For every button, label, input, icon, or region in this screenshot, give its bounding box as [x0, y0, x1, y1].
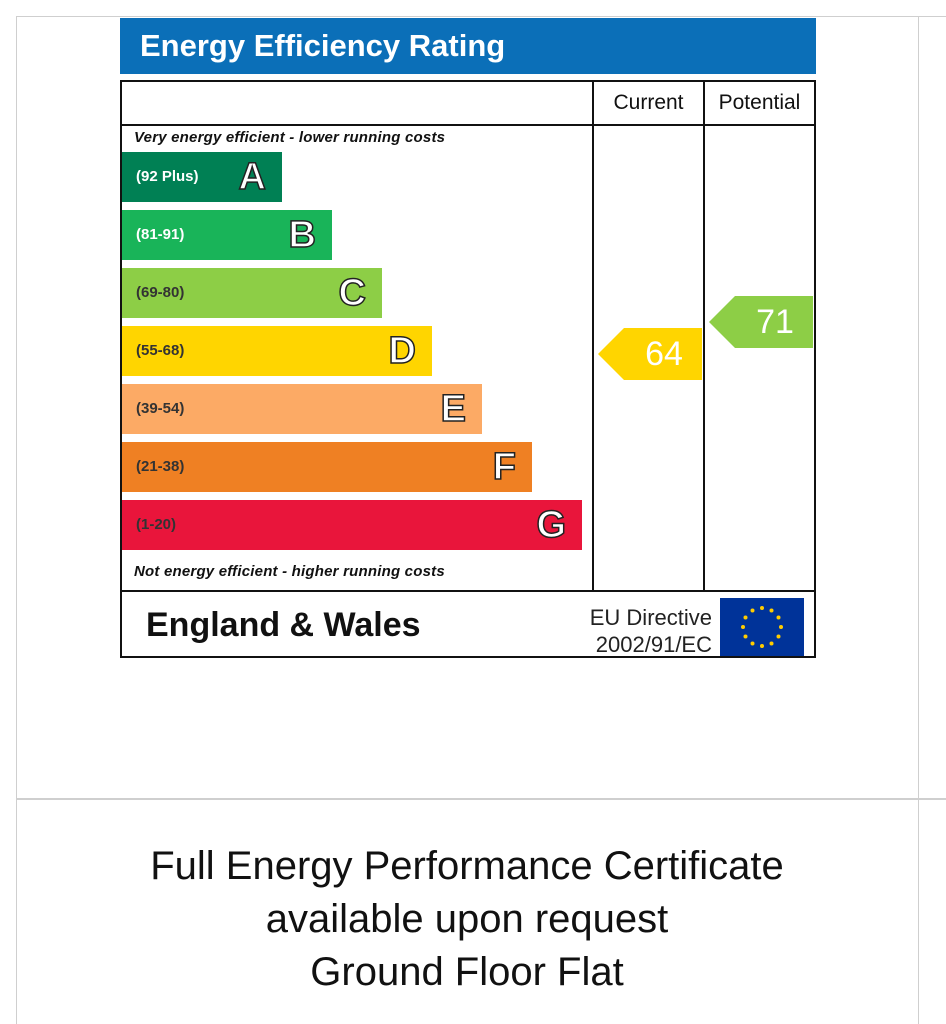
eu-star — [776, 615, 781, 620]
eu-star — [776, 634, 781, 639]
band-letter: C — [338, 271, 367, 315]
table-border-right — [918, 16, 919, 1024]
certificate-line-2: available upon request — [265, 897, 669, 941]
band-e: (39-54) E — [122, 384, 482, 434]
top-caption: Very energy efficient - lower running co… — [134, 129, 446, 146]
band-b: (81-91) B — [122, 210, 332, 260]
current-rating-arrow: 64 — [598, 328, 702, 380]
band-range: (21-38) — [136, 458, 185, 475]
potential-rating-arrow: 71 — [709, 296, 813, 348]
eu-directive-line-1: EU Directive — [589, 605, 712, 630]
header-divider — [122, 124, 814, 126]
table-border-top — [16, 16, 946, 17]
table-row-divider — [16, 798, 946, 800]
column-divider-current — [592, 82, 594, 592]
eu-star — [750, 608, 755, 613]
band-letter: E — [440, 387, 467, 431]
eu-star — [750, 641, 755, 646]
current-column-header: Current — [613, 91, 684, 114]
band-c: (69-80) C — [122, 268, 382, 318]
bottom-caption: Not energy efficient - higher running co… — [134, 563, 445, 580]
epc-frame: Current Potential Very energy efficient … — [120, 80, 816, 658]
band-letter: G — [536, 503, 567, 547]
eu-directive: EU Directive 2002/91/EC — [574, 604, 712, 658]
band-range: (1-20) — [136, 516, 177, 533]
eu-star — [760, 606, 764, 610]
eu-star — [769, 641, 774, 646]
region-label: England & Wales — [146, 606, 421, 644]
footer-divider — [122, 590, 814, 592]
eu-star — [743, 634, 748, 639]
band-g: (1-20) G — [122, 500, 582, 550]
eu-star — [779, 625, 783, 629]
band-d: (55-68) D — [122, 326, 432, 376]
certificate-line-1: Full Energy Performance Certificate — [150, 844, 784, 888]
certificate-line-3: Ground Floor Flat — [310, 950, 624, 994]
band-a: (92 Plus) A — [122, 152, 282, 202]
eu-star — [769, 608, 774, 613]
potential-column-header: Potential — [718, 91, 801, 114]
epc-title: Energy Efficiency Rating — [120, 18, 816, 74]
table-border-left — [16, 16, 17, 1024]
eu-star — [741, 625, 745, 629]
band-letter: B — [288, 213, 317, 257]
band-letter: D — [388, 329, 417, 373]
band-letter: F — [492, 445, 517, 489]
band-range: (39-54) — [136, 400, 185, 417]
column-divider-potential — [703, 82, 705, 592]
band-range: (81-91) — [136, 226, 185, 243]
band-range: (69-80) — [136, 284, 185, 301]
current-rating-value: 64 — [645, 335, 683, 373]
eu-star — [743, 615, 748, 620]
band-f: (21-38) F — [122, 442, 532, 492]
potential-rating-value: 71 — [756, 303, 794, 341]
band-range: (55-68) — [136, 342, 185, 359]
eu-star — [760, 644, 764, 648]
band-range: (92 Plus) — [136, 168, 199, 185]
band-letter: A — [238, 155, 267, 199]
eu-flag-icon — [720, 598, 804, 656]
eu-directive-line-2: 2002/91/EC — [595, 632, 712, 657]
certificate-note: Full Energy Performance Certificate avai… — [16, 840, 918, 999]
